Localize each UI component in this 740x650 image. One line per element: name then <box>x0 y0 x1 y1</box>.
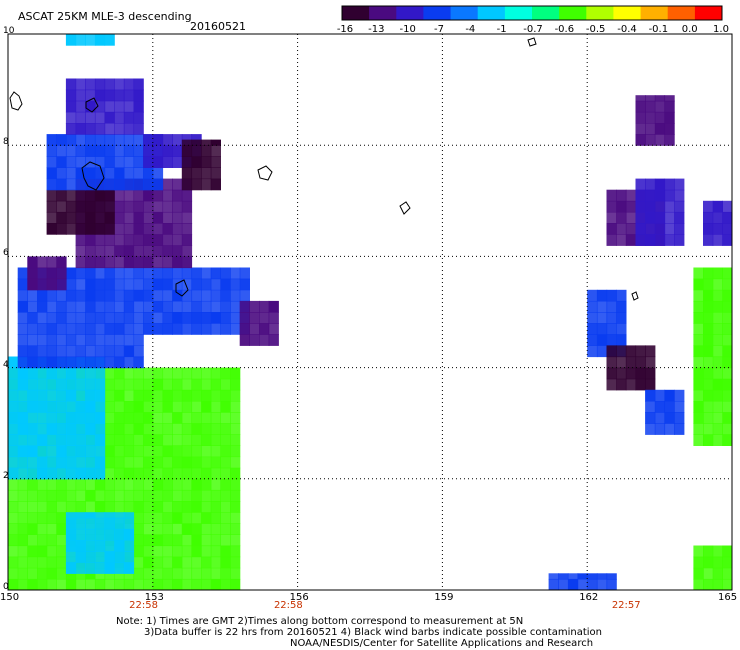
product-title: ASCAT 25KM MLE-3 descending <box>18 10 192 23</box>
coastlines <box>9 37 639 301</box>
colorbar-label: -1 <box>496 24 507 35</box>
swath-patch <box>548 573 617 590</box>
colorbar <box>341 5 723 21</box>
colorbar-label: -10 <box>399 24 416 35</box>
colorbar-swatch <box>423 6 451 20</box>
y-tick-label: 2 <box>3 470 9 481</box>
swath-patch <box>8 356 106 480</box>
x-tick-label: 153 <box>144 592 164 603</box>
swath-patch <box>181 139 221 191</box>
colorbar-swatch <box>477 6 506 20</box>
colorbar-swatch <box>504 6 533 20</box>
colorbar-swatch <box>640 6 669 20</box>
colorbar-label: -16 <box>336 24 354 35</box>
colorbar-swatch <box>586 6 614 20</box>
lat-lon-grid <box>8 34 732 590</box>
colorbar-swatch <box>559 6 587 20</box>
product-date: 20160521 <box>190 20 246 33</box>
y-tick-label: 4 <box>3 359 9 370</box>
island-outline <box>527 37 537 47</box>
colorbar-label: -0.6 <box>554 24 575 35</box>
swath-patch <box>27 256 67 291</box>
pass-time-label: 22:58 <box>273 600 303 611</box>
colorbar-swatch <box>667 6 696 20</box>
colorbar-label: -0.4 <box>617 24 637 35</box>
pass-time-label: 22:58 <box>129 600 158 611</box>
colorbar-swatch <box>342 6 370 20</box>
island-outline <box>81 161 105 191</box>
swath-patch <box>645 389 685 435</box>
swath-patch <box>635 178 685 246</box>
data-swaths <box>8 34 732 590</box>
colorbar-swatch <box>396 6 424 20</box>
y-tick-label: 10 <box>3 26 15 36</box>
y-tick-label: 6 <box>3 248 9 259</box>
swath-patch <box>703 200 732 246</box>
colorbar-label: -13 <box>368 24 385 35</box>
swath-patch <box>65 34 115 46</box>
colorbar-label: -0.5 <box>585 24 606 35</box>
swath-patch <box>17 267 144 369</box>
swath-patch <box>46 189 115 235</box>
island-outline <box>175 279 189 297</box>
swath-patch <box>143 267 250 335</box>
y-tick-label: 8 <box>3 137 9 148</box>
note-line-1: Note: 1) Times are GMT 2)Times along bot… <box>116 616 524 627</box>
x-tick-label: 156 <box>289 592 309 603</box>
island-outline <box>85 97 99 113</box>
island-outline <box>257 165 273 181</box>
pass-time-label: 22:57 <box>611 600 641 611</box>
colorbar-label: 1.0 <box>713 24 729 35</box>
colorbar-frame <box>341 5 723 21</box>
swath-patch <box>65 78 144 135</box>
swath-patch <box>606 345 656 391</box>
island-outline <box>631 291 639 301</box>
colorbar-label: 0.0 <box>681 24 698 35</box>
island-outline <box>399 201 411 215</box>
colorbar-label: -4 <box>465 24 476 35</box>
map-frame <box>7 33 733 591</box>
x-tick-label: 150 <box>0 592 20 603</box>
colorbar-label: -0.7 <box>523 24 543 35</box>
swath-patch <box>693 267 732 446</box>
colorbar-swatch <box>369 6 397 20</box>
colorbar-swatch <box>613 6 641 20</box>
note-line-3: NOAA/NESDIS/Center for Satellite Applica… <box>290 638 594 649</box>
x-tick-label: 159 <box>434 592 454 603</box>
swath-patch <box>635 95 675 146</box>
swath-patch <box>239 300 279 346</box>
swath-patch <box>65 512 135 574</box>
colorbar-label: -7 <box>434 24 444 35</box>
note-line-2: 3)Data buffer is 22 hrs from 20160521 4)… <box>144 627 602 638</box>
y-tick-label: 0 <box>3 582 9 592</box>
x-tick-label: 165 <box>718 592 738 603</box>
colorbar-swatch <box>450 6 479 20</box>
swath-patch <box>693 545 732 590</box>
colorbar-label: -0.1 <box>648 24 669 35</box>
island-outline <box>9 91 23 111</box>
colorbar-swatch <box>532 6 560 20</box>
colorbar-swatch <box>694 6 723 20</box>
x-tick-label: 162 <box>579 592 599 603</box>
